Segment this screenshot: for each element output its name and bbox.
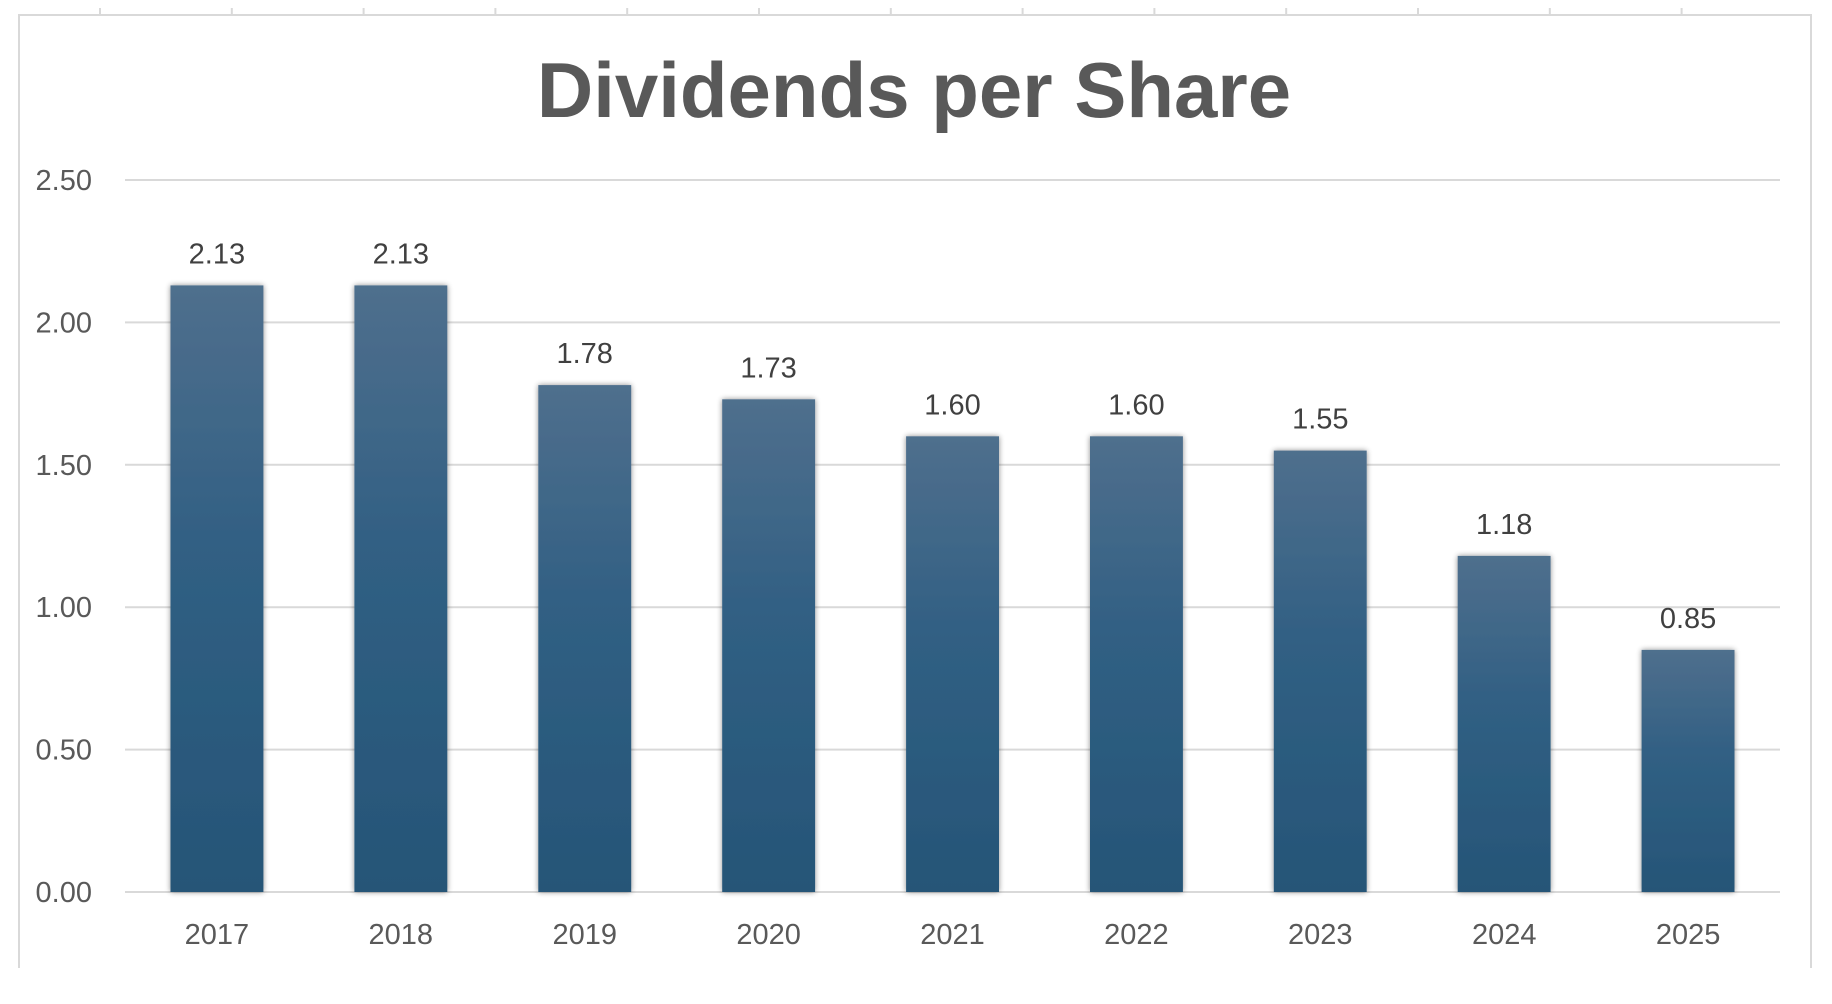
data-label-2018: 2.13 [373, 238, 429, 270]
y-tick-label: 2.50 [36, 165, 92, 197]
x-tick-label-2025: 2025 [1656, 919, 1721, 951]
y-tick-label: 2.00 [36, 307, 92, 339]
x-axis-tick-labels: 2017 2018 2019 2020 2021 2022 2023 2024 2025 [185, 919, 1721, 951]
bar-2021 [906, 436, 999, 892]
data-label-2024: 1.18 [1476, 509, 1532, 541]
data-label-2020: 1.73 [740, 352, 796, 384]
x-tick-label-2020: 2020 [736, 919, 801, 951]
x-tick-label-2019: 2019 [552, 919, 617, 951]
data-label-2017: 2.13 [189, 238, 245, 270]
x-tick-label-2018: 2018 [369, 919, 434, 951]
data-label-2023: 1.55 [1292, 404, 1348, 436]
bar-2017 [170, 285, 264, 892]
bars [170, 285, 1735, 892]
y-tick-label: 1.00 [36, 592, 92, 624]
data-label-2019: 1.78 [556, 338, 612, 370]
chart-frame [18, 14, 1812, 968]
bar-2019 [538, 385, 632, 892]
x-tick-label-2017: 2017 [185, 919, 250, 951]
bar-2025 [1641, 649, 1735, 892]
y-tick-label: 1.50 [36, 450, 92, 482]
data-label-2022: 1.60 [1108, 389, 1164, 421]
data-label-2025: 0.85 [1660, 603, 1716, 635]
x-tick-label-2022: 2022 [1104, 919, 1169, 951]
y-axis-tick-labels: 0.00 0.50 1.00 1.50 2.00 2.50 [36, 165, 92, 909]
data-label-2021: 1.60 [924, 389, 980, 421]
y-tick-label: 0.00 [36, 877, 92, 909]
y-tick-label: 0.50 [36, 735, 92, 767]
chart-title: Dividends per Share [537, 46, 1291, 134]
bar-2020 [722, 399, 816, 892]
bar-2022 [1090, 436, 1183, 892]
x-tick-label-2024: 2024 [1472, 919, 1537, 951]
bar-2018 [354, 285, 448, 892]
x-tick-label-2021: 2021 [920, 919, 985, 951]
bar-2024 [1457, 555, 1551, 892]
x-tick-label-2023: 2023 [1288, 919, 1353, 951]
sheet-column-separators [99, 8, 1683, 15]
data-labels: 2.13 2.13 1.78 1.73 1.60 1.60 1.55 1.18 0.85 [189, 238, 1717, 635]
bar-2023 [1273, 450, 1367, 892]
